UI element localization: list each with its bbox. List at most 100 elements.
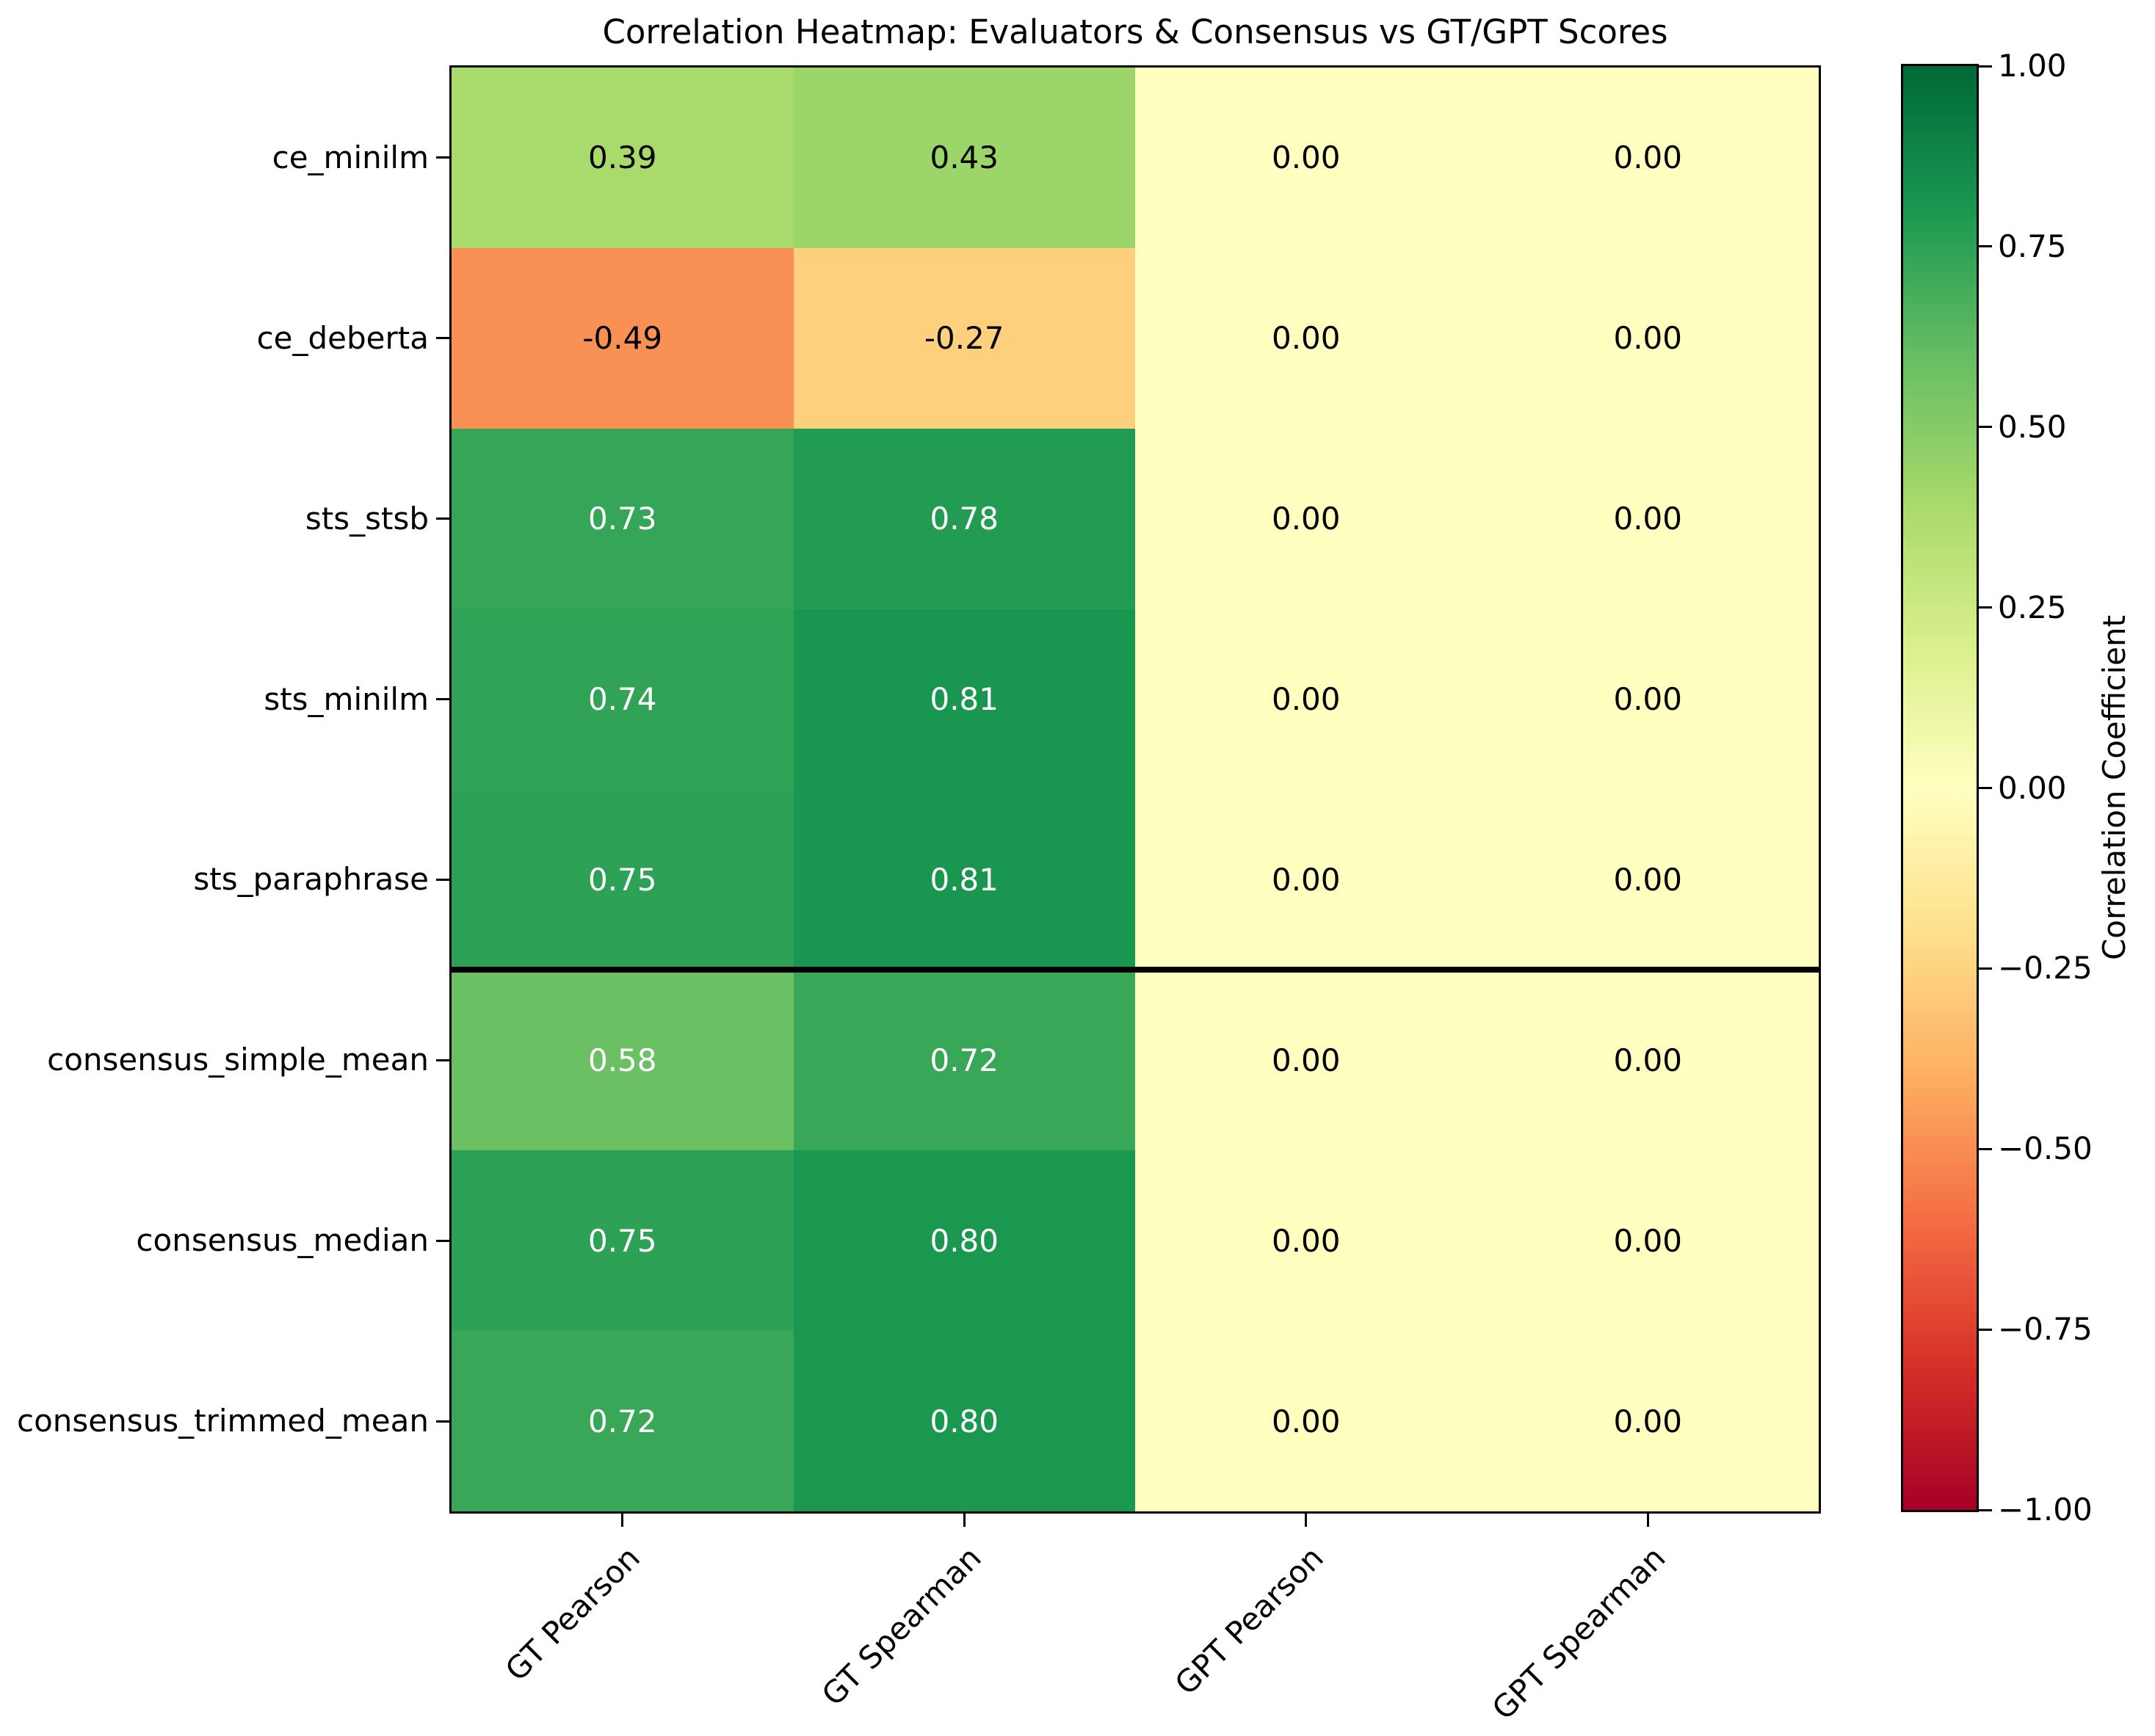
heatmap-cell-value: 0.81 [930, 681, 999, 718]
colorbar-label: Correlation Coefficient [2096, 614, 2132, 961]
y-tick-label: sts_minilm [264, 680, 429, 717]
colorbar-tick-mark [1979, 426, 1992, 429]
y-tick-mark [436, 1058, 449, 1061]
heatmap-cell: 0.00 [1135, 789, 1477, 970]
colorbar-tick-mark [1979, 1328, 1992, 1331]
x-tick-mark [963, 1514, 966, 1527]
heatmap-cell-value: 0.73 [587, 501, 657, 537]
y-tick-label: sts_stsb [305, 500, 429, 537]
heatmap-cell: 0.58 [452, 970, 794, 1151]
colorbar-tick-label: 1.00 [1998, 48, 2067, 84]
x-tick-mark [621, 1514, 624, 1527]
heatmap-cell-value: 0.00 [1613, 320, 1682, 357]
heatmap-grid: 0.39 0.43 0.00 0.00 -0.49 -0.27 0.00 0.00 0.73 0.… [452, 68, 1819, 1511]
heatmap-cell-value: 0.00 [1613, 861, 1682, 898]
heatmap-cell: 0.00 [1135, 428, 1477, 609]
heatmap-cell-value: 0.00 [1613, 501, 1682, 537]
heatmap-cell: 0.00 [1477, 247, 1819, 429]
heatmap-cell: 0.73 [452, 428, 794, 609]
heatmap-cell: 0.39 [452, 68, 794, 248]
heatmap-cell: 0.00 [1477, 428, 1819, 609]
heatmap-cell-value: 0.74 [587, 681, 657, 718]
x-tick-label: GPT Pearson [1167, 1539, 1330, 1702]
heatmap-cell: 0.80 [793, 1150, 1135, 1332]
x-tick-mark [1305, 1514, 1308, 1527]
colorbar-tick-label: −1.00 [1998, 1492, 2093, 1528]
colorbar-tick-label: −0.25 [1998, 950, 2093, 987]
y-tick-mark [436, 337, 449, 340]
colorbar-tick-label: 0.75 [1998, 228, 2067, 264]
x-tick-label: GPT Spearman [1485, 1539, 1673, 1727]
colorbar-tick-mark [1979, 787, 1992, 789]
colorbar-tick-label: −0.50 [1998, 1130, 2093, 1167]
heatmap-cell: 0.81 [793, 609, 1135, 790]
heatmap-cell: 0.00 [1135, 247, 1477, 429]
heatmap-cell: -0.49 [452, 247, 794, 429]
heatmap-cell-value: 0.72 [587, 1403, 657, 1439]
colorbar-tick-mark [1979, 1147, 1992, 1150]
heatmap-cell-value: 0.00 [1271, 681, 1341, 718]
heatmap-cell-value: 0.00 [1613, 139, 1682, 176]
heatmap-cell-value: 0.00 [1271, 861, 1341, 898]
colorbar-tick-mark [1979, 967, 1992, 970]
heatmap-cell-value: 0.00 [1613, 1222, 1682, 1259]
heatmap-cell-value: 0.00 [1613, 1403, 1682, 1439]
chart-title: Correlation Heatmap: Evaluators & Consen… [602, 12, 1668, 51]
heatmap-cell-value: 0.00 [1271, 139, 1341, 176]
y-tick-mark [436, 1239, 449, 1242]
heatmap-cell: 0.00 [1477, 1150, 1819, 1332]
x-tick-label: GT Spearman [815, 1539, 989, 1713]
heatmap-cell: 0.00 [1135, 68, 1477, 248]
heatmap-cell: 0.00 [1477, 970, 1819, 1151]
heatmap-cell-value: 0.00 [1613, 1042, 1682, 1078]
heatmap-cell: 0.75 [452, 1150, 794, 1332]
y-tick-label: ce_minilm [272, 139, 429, 175]
colorbar-tick-mark [1979, 606, 1992, 609]
heatmap-cell: 0.00 [1477, 609, 1819, 790]
colorbar-gradient [1903, 66, 1977, 1510]
heatmap-cell: 0.80 [793, 1331, 1135, 1511]
heatmap-cell: 0.00 [1135, 609, 1477, 790]
colorbar-tick-label: 0.50 [1998, 408, 2067, 445]
heatmap-cell-value: 0.00 [1271, 320, 1341, 357]
heatmap-cell-value: 0.78 [930, 501, 999, 537]
heatmap-cell-value: 0.75 [587, 1222, 657, 1259]
heatmap-cell-value: 0.00 [1613, 681, 1682, 718]
heatmap-cell: 0.74 [452, 609, 794, 790]
y-tick-label: consensus_median [136, 1222, 429, 1259]
heatmap-cell-value: 0.00 [1271, 501, 1341, 537]
heatmap-cell: 0.00 [1135, 1150, 1477, 1332]
y-tick-mark [436, 156, 449, 159]
y-tick-mark [436, 878, 449, 881]
heatmap-cell: 0.81 [793, 789, 1135, 970]
heatmap-cell: 0.75 [452, 789, 794, 970]
colorbar-tick-mark [1979, 245, 1992, 248]
colorbar-tick-label: 0.25 [1998, 589, 2067, 625]
heatmap-cell: 0.00 [1477, 1331, 1819, 1511]
heatmap-cell-value: 0.00 [1271, 1403, 1341, 1439]
y-tick-label: sts_paraphrase [193, 861, 429, 898]
heatmap-cell-value: 0.72 [930, 1042, 999, 1078]
heatmap-cell: 0.78 [793, 428, 1135, 609]
y-tick-label: consensus_simple_mean [47, 1042, 429, 1078]
heatmap-cell: 0.00 [1135, 970, 1477, 1151]
heatmap-cell-value: 0.80 [930, 1403, 999, 1439]
heatmap-cell: 0.72 [452, 1331, 794, 1511]
x-tick-mark [1646, 1514, 1649, 1527]
heatmap-cell: 0.00 [1477, 68, 1819, 248]
heatmap-cell: 0.43 [793, 68, 1135, 248]
heatmap-cell-value: 0.43 [930, 139, 999, 176]
heatmap-cell: 0.00 [1135, 1331, 1477, 1511]
heatmap-cell-value: 0.58 [587, 1042, 657, 1078]
group-separator-line [452, 967, 1819, 973]
colorbar-tick-mark [1979, 65, 1992, 68]
colorbar-tick-label: −0.75 [1998, 1311, 2093, 1348]
heatmap-cell-value: 0.80 [930, 1222, 999, 1259]
y-tick-label: consensus_trimmed_mean [17, 1403, 429, 1439]
heatmap-cell-value: 0.81 [930, 861, 999, 898]
heatmap-cell: 0.72 [793, 970, 1135, 1151]
heatmap-cell-value: 0.75 [587, 861, 657, 898]
colorbar-tick-label: 0.00 [1998, 769, 2067, 806]
colorbar-tick-mark [1979, 1508, 1992, 1511]
